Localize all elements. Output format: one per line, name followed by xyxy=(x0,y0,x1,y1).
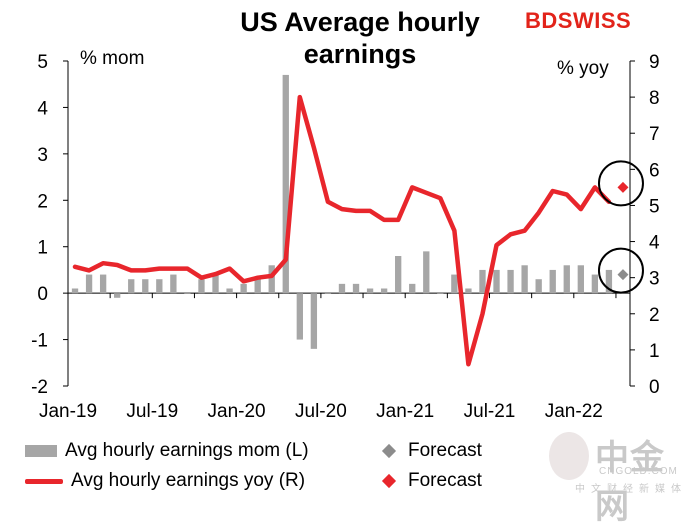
forecast-circle xyxy=(597,247,644,294)
bar-mom xyxy=(85,274,93,294)
forecast-point xyxy=(617,181,629,193)
x-tick-label: Jan-21 xyxy=(376,401,434,422)
forecast-point xyxy=(617,269,629,281)
legend-item-forecast-red: Forecast xyxy=(380,470,482,492)
bar-mom xyxy=(240,283,247,294)
brand-part2: SWISS xyxy=(557,8,632,33)
x-tick-label: Jul-20 xyxy=(295,401,347,422)
legend-item-forecast-grey: Forecast xyxy=(380,440,482,462)
x-tick-label: Jul-21 xyxy=(464,401,516,422)
brand-part1: BD xyxy=(525,8,558,33)
legend-label-yoy: Avg hourly earnings yoy (R) xyxy=(71,470,306,491)
left-tick-label: -1 xyxy=(31,331,48,352)
bar-mom xyxy=(577,265,584,294)
bar-mom xyxy=(184,293,191,294)
right-tick-label: 7 xyxy=(649,124,660,145)
bar-mom xyxy=(310,293,318,349)
bar-mom xyxy=(521,265,528,294)
bar-mom xyxy=(226,288,233,294)
bar-mom xyxy=(198,279,205,294)
bar-mom xyxy=(366,288,374,294)
bar-mom xyxy=(465,288,472,294)
x-tick-label: Jul-19 xyxy=(126,401,178,422)
bar-mom xyxy=(591,274,599,294)
bar-mom xyxy=(409,283,416,294)
right-tick-label: 4 xyxy=(649,233,660,254)
watermark-logo-icon xyxy=(549,432,589,480)
brand-logo: BDSWISS xyxy=(525,8,631,34)
left-tick-label: 5 xyxy=(37,52,48,73)
legend-diamond-red-icon xyxy=(381,473,397,489)
bar-mom xyxy=(549,269,556,294)
bar-mom xyxy=(493,269,500,294)
x-tick-label: Jan-19 xyxy=(39,401,97,422)
bar-mom xyxy=(71,288,79,294)
bar-mom xyxy=(170,274,177,294)
bar-mom xyxy=(212,274,219,294)
forecast-circle xyxy=(597,160,644,207)
watermark-sub: CNGOLD.COM xyxy=(599,466,678,477)
left-tick-label: 0 xyxy=(37,284,48,305)
watermark-sub2: 中文财经新媒体 xyxy=(575,484,687,495)
chart-title: US Average hourly earnings xyxy=(240,7,480,69)
bar-mom xyxy=(296,293,303,340)
legend-label-forecast-grey: Forecast xyxy=(408,440,482,461)
right-tick-label: 0 xyxy=(649,377,660,398)
left-tick-label: 3 xyxy=(37,145,48,166)
x-tick-label: Jan-22 xyxy=(545,401,603,422)
right-tick-label: 9 xyxy=(649,52,660,73)
right-tick-label: 5 xyxy=(649,196,660,217)
legend-swatch-bar xyxy=(25,445,57,457)
left-tick-label: 1 xyxy=(37,238,48,259)
bar-mom xyxy=(507,269,514,294)
legend-item-mom: Avg hourly earnings mom (L) xyxy=(25,440,309,462)
legend-diamond-grey-icon xyxy=(381,443,397,459)
bar-mom xyxy=(114,293,121,298)
bar-mom xyxy=(395,256,402,294)
bar-mom xyxy=(479,269,486,294)
right-tick-label: 1 xyxy=(649,341,660,362)
right-tick-label: 8 xyxy=(649,88,660,109)
legend-swatch-line xyxy=(25,478,63,484)
chart-canvas: 5 4 3 2 1 0 -1 -2 9 8 7 6 5 4 3 2 1 0 Jan-19 Jul-19 Jan-20 Ju… xyxy=(31,52,660,422)
x-tick-label: Jan-20 xyxy=(208,401,266,422)
right-tick-label: 6 xyxy=(649,160,660,181)
legend: Avg hourly earnings mom (L) Forecast Avg… xyxy=(25,436,545,496)
left-tick-label: -2 xyxy=(31,377,48,398)
left-axis-label: % mom xyxy=(80,48,145,69)
bar-mom xyxy=(282,74,289,294)
bar-mom xyxy=(423,251,430,294)
right-tick-label: 3 xyxy=(649,269,660,290)
legend-item-yoy: Avg hourly earnings yoy (R) xyxy=(25,470,305,492)
bar-mom xyxy=(437,293,444,294)
bar-mom xyxy=(156,279,163,294)
left-tick-label: 2 xyxy=(37,191,48,212)
bar-mom xyxy=(324,293,332,294)
legend-label-forecast-red: Forecast xyxy=(408,470,482,491)
bar-mom xyxy=(380,288,388,294)
line-yoy xyxy=(72,94,612,367)
bar-mom xyxy=(99,274,107,294)
bar-mom xyxy=(128,279,135,294)
bar-mom xyxy=(268,265,275,294)
bar-mom xyxy=(338,283,346,294)
left-tick-label: 4 xyxy=(37,98,48,119)
bar-mom xyxy=(254,279,261,294)
bar-mom xyxy=(535,279,542,294)
legend-label-mom: Avg hourly earnings mom (L) xyxy=(65,440,309,461)
right-tick-label: 2 xyxy=(649,305,660,326)
right-axis-label: % yoy xyxy=(557,58,609,79)
bar-mom xyxy=(142,279,149,294)
watermark-text: 中金网 xyxy=(595,439,665,526)
bar-mom xyxy=(352,283,360,294)
bar-mom xyxy=(451,274,458,294)
bar-mom xyxy=(605,269,613,294)
watermark: 中金网 CNGOLD.COM 中文财经新媒体 xyxy=(545,428,695,526)
bar-mom xyxy=(563,265,570,294)
